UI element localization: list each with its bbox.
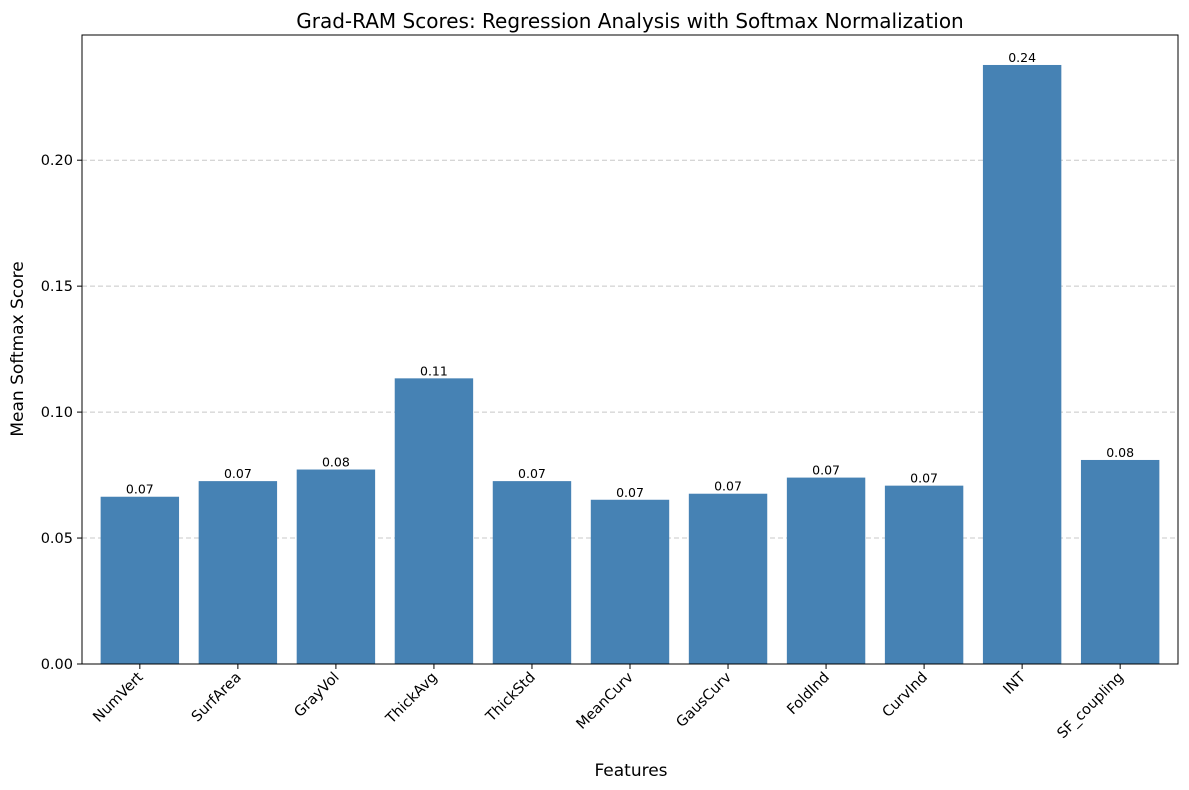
bar-ThickStd bbox=[492, 481, 572, 664]
x-tick-label-GausCurv: GausCurv bbox=[674, 669, 736, 731]
bar-CurvInd bbox=[884, 485, 964, 664]
x-tick-label-ThickStd: ThickStd bbox=[483, 670, 539, 726]
data-label-ThickAvg: 0.11 bbox=[420, 363, 448, 378]
data-label-SF_coupling: 0.08 bbox=[1106, 445, 1134, 460]
bar-GrayVol bbox=[296, 469, 376, 664]
x-tick-label-INT: INT bbox=[1001, 669, 1029, 697]
y-tick-label: 0.15 bbox=[41, 279, 73, 295]
x-tick-label-SurfArea: SurfArea bbox=[189, 670, 245, 726]
chart-title: Grad-RAM Scores: Regression Analysis wit… bbox=[296, 9, 963, 33]
x-tick-label-MeanCurv: MeanCurv bbox=[574, 669, 637, 732]
x-tick-label-GrayVol: GrayVol bbox=[292, 670, 343, 721]
data-label-GrayVol: 0.08 bbox=[322, 455, 350, 470]
data-label-FoldInd: 0.07 bbox=[812, 463, 840, 478]
y-tick-label: 0.00 bbox=[41, 657, 73, 673]
bar-INT bbox=[982, 64, 1062, 664]
data-label-NumVert: 0.07 bbox=[126, 482, 154, 497]
y-axis-ticks: 0.00 0.05 0.10 0.15 0.20 bbox=[41, 153, 82, 673]
y-tick-label: 0.05 bbox=[41, 531, 73, 547]
x-tick-label-NumVert: NumVert bbox=[90, 669, 146, 725]
data-label-CurvInd: 0.07 bbox=[910, 471, 938, 486]
x-tick-label-SF_coupling: SF_coupling bbox=[1055, 670, 1127, 742]
data-label-ThickStd: 0.07 bbox=[518, 466, 546, 481]
y-tick-label: 0.20 bbox=[41, 153, 73, 169]
bar-SF_coupling bbox=[1080, 459, 1160, 664]
y-tick-label: 0.10 bbox=[41, 405, 73, 421]
bar-FoldInd bbox=[786, 477, 866, 664]
data-label-INT: 0.24 bbox=[1008, 50, 1036, 65]
data-label-MeanCurv: 0.07 bbox=[616, 485, 644, 500]
data-label-SurfArea: 0.07 bbox=[224, 466, 252, 481]
x-tick-label-FoldInd: FoldInd bbox=[784, 670, 833, 719]
bar-ThickAvg bbox=[394, 378, 474, 664]
bar-NumVert bbox=[100, 496, 180, 664]
x-tick-label-CurvInd: CurvInd bbox=[880, 670, 931, 721]
bar-MeanCurv bbox=[590, 499, 670, 664]
data-labels: 0.07 0.07 0.08 0.11 0.07 0.07 0.07 0.07 0.07 0.24… bbox=[126, 50, 1134, 500]
data-label-GausCurv: 0.07 bbox=[714, 479, 742, 494]
y-axis-label: Mean Softmax Score bbox=[8, 261, 28, 436]
bar-GausCurv bbox=[688, 493, 768, 664]
x-axis-label: Features bbox=[594, 761, 667, 781]
bar-SurfArea bbox=[198, 481, 278, 664]
x-tick-label-ThickAvg: ThickAvg bbox=[383, 670, 441, 728]
bars bbox=[100, 64, 1160, 664]
x-axis-ticks: NumVert SurfArea GrayVol ThickAvg ThickStd Me… bbox=[90, 664, 1127, 742]
